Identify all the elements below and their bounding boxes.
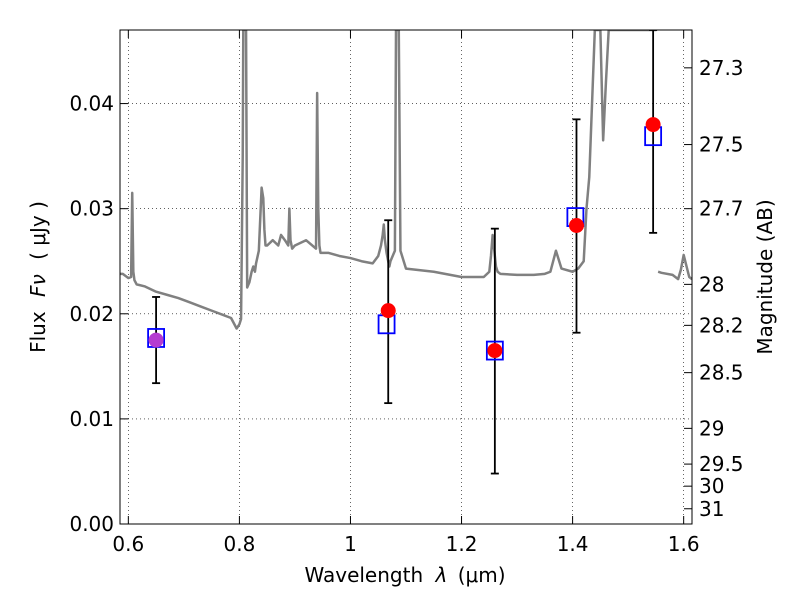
x-tick-label: 1 xyxy=(344,532,357,556)
grid-layer xyxy=(120,30,692,525)
magnitude-tick-label: 28.5 xyxy=(699,361,744,385)
magnitude-tick-label: 27.7 xyxy=(699,197,744,221)
x-tick-label: 1.6 xyxy=(668,532,700,556)
observed-flux-point xyxy=(568,217,584,233)
y2-axis-label: Magnitude (AB) xyxy=(753,199,777,354)
y-tick-label: 0.02 xyxy=(69,302,114,326)
x-axis-label-unit: (μm) xyxy=(458,563,506,587)
magnitude-tick-label: 29 xyxy=(699,416,724,440)
y-axis-label-prefix: Flux xyxy=(26,311,50,353)
observed-flux-point xyxy=(487,343,503,359)
observed-flux-layer xyxy=(148,117,661,359)
magnitude-tick-label: 28 xyxy=(699,272,724,296)
spectrum-line xyxy=(120,30,692,330)
plot-frame xyxy=(119,29,693,525)
x-tick-label: 1.2 xyxy=(446,532,478,556)
observed-flux-point xyxy=(148,332,164,348)
x-axis-label-prefix: Wavelength xyxy=(304,563,423,587)
x-tick-label: 0.8 xyxy=(223,532,255,556)
magnitude-tick-label: 31 xyxy=(699,497,724,521)
y-axis-label-unit: ( μJy ) xyxy=(26,201,50,260)
y-axis-label-symbol: Fν xyxy=(26,274,50,297)
model-photometry-point xyxy=(485,340,504,361)
observed-flux-point xyxy=(645,117,661,133)
x-tick-label: 1.4 xyxy=(557,532,589,556)
y-tick-label: 0.03 xyxy=(69,197,114,221)
y-tick-label: 0.01 xyxy=(69,407,114,431)
magnitude-tick-label: 28.2 xyxy=(699,313,744,337)
magnitude-tick-label: 30 xyxy=(699,474,724,498)
observed-flux-point xyxy=(380,303,396,319)
model-photometry-point xyxy=(377,314,396,335)
magnitude-tick-label: 27.5 xyxy=(699,133,744,157)
x-tick-label: 0.6 xyxy=(112,532,144,556)
axis-layer: 0.6 0.8 1 1.2 1.4 1.6 0.00 0.01 0.02 0.03 0.04 27.3… xyxy=(69,30,744,556)
y-axis-label: Flux Fν ( μJy ) xyxy=(26,201,50,353)
x-axis-label: Wavelength λ (μm) xyxy=(304,563,505,587)
magnitude-tick-label: 27.3 xyxy=(699,56,744,80)
y-tick-label: 0.04 xyxy=(69,92,114,116)
x-axis-label-symbol: λ xyxy=(435,563,448,587)
y-tick-label: 0.00 xyxy=(69,512,114,536)
errorbar-layer xyxy=(152,30,658,475)
magnitude-tick-label: 29.5 xyxy=(699,452,744,476)
spectrum-layer xyxy=(120,30,692,330)
